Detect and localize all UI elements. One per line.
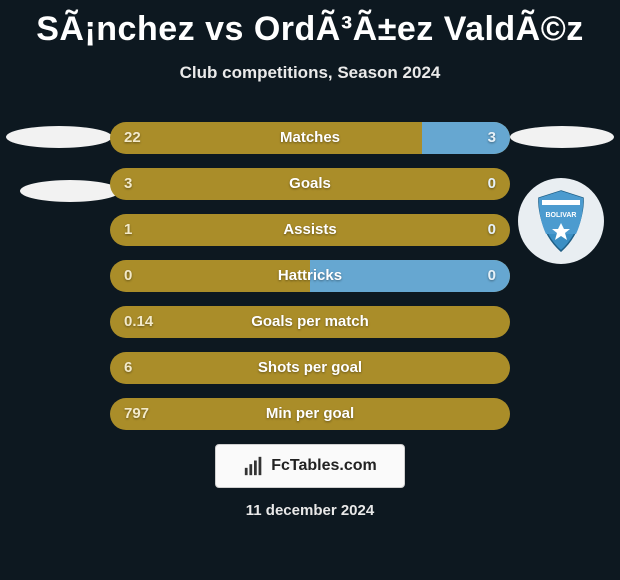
stat-label: Goals [110, 168, 510, 200]
stats-list: 22Matches33Goals01Assists00Hattricks00.1… [110, 122, 510, 444]
stat-value-right: 0 [488, 168, 496, 200]
source-badge-label: FcTables.com [271, 457, 377, 475]
stat-row: 797Min per goal [110, 398, 510, 430]
stat-row: 3Goals0 [110, 168, 510, 200]
shield-icon: BOLIVAR [536, 190, 586, 252]
stat-row: 0Hattricks0 [110, 260, 510, 292]
source-badge[interactable]: FcTables.com [215, 444, 405, 488]
club-logo-right: BOLIVAR [518, 178, 604, 264]
stat-value-right: 0 [488, 214, 496, 246]
stat-value-right: 0 [488, 260, 496, 292]
subtitle: Club competitions, Season 2024 [0, 63, 620, 83]
stat-label: Min per goal [110, 398, 510, 430]
svg-text:BOLIVAR: BOLIVAR [546, 212, 577, 219]
stat-label: Shots per goal [110, 352, 510, 384]
stat-row: 1Assists0 [110, 214, 510, 246]
player-left-placeholder-top [6, 126, 112, 148]
stat-value-right: 3 [488, 122, 496, 154]
date-label: 11 december 2024 [0, 502, 620, 519]
player-left-placeholder-bottom [20, 180, 120, 202]
stat-row: 22Matches3 [110, 122, 510, 154]
stat-label: Assists [110, 214, 510, 246]
player-right-placeholder-top [510, 126, 614, 148]
page-title: SÃ¡nchez vs OrdÃ³Ã±ez ValdÃ©z [0, 0, 620, 49]
stat-row: 6Shots per goal [110, 352, 510, 384]
stat-label: Matches [110, 122, 510, 154]
stat-label: Hattricks [110, 260, 510, 292]
stat-row: 0.14Goals per match [110, 306, 510, 338]
chart-icon [243, 455, 265, 477]
stat-label: Goals per match [110, 306, 510, 338]
